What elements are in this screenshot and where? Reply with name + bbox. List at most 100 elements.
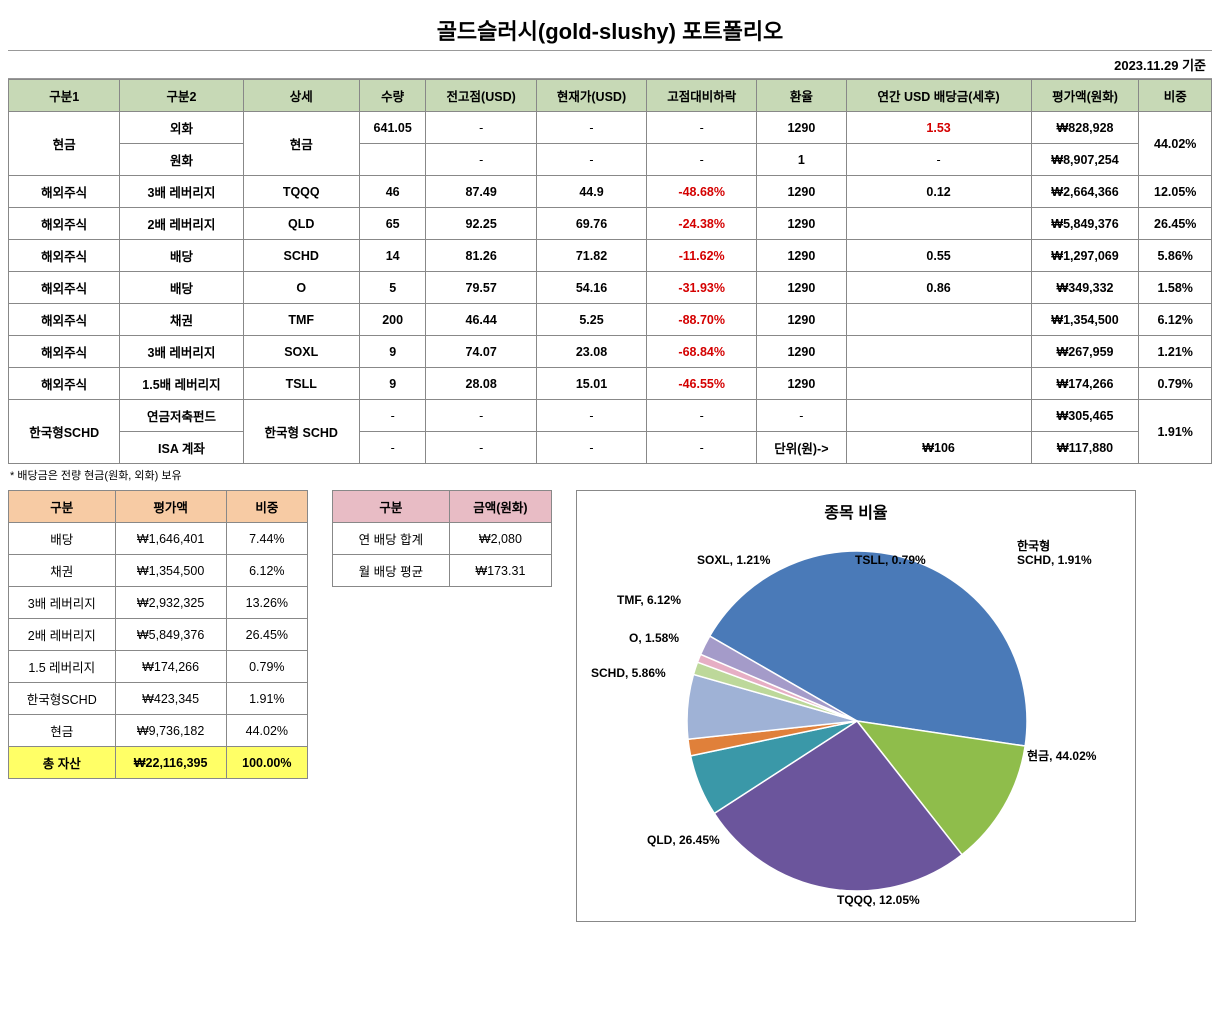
cell [846, 336, 1031, 368]
cell: -46.55% [647, 368, 757, 400]
cell: 연 배당 합계 [333, 523, 450, 555]
cell: 1290 [757, 336, 846, 368]
cell: O [243, 272, 359, 304]
col-header: 현재가(USD) [536, 80, 646, 112]
cell: QLD [243, 208, 359, 240]
cell: 14 [359, 240, 426, 272]
pie-label: SOXL, 1.21% [697, 553, 770, 567]
cell: 44.02% [226, 715, 307, 747]
cell: 1290 [757, 272, 846, 304]
cell: TQQQ [243, 176, 359, 208]
cell: 1290 [757, 304, 846, 336]
pie-label: TMF, 6.12% [617, 593, 681, 607]
col-header: 수량 [359, 80, 426, 112]
cell: - [426, 400, 536, 432]
cell [846, 400, 1031, 432]
col-header: 평가액(원화) [1031, 80, 1139, 112]
cell: 1.5배 레버리지 [120, 368, 243, 400]
cell: 54.16 [536, 272, 646, 304]
cell: -68.84% [647, 336, 757, 368]
cell: SCHD [243, 240, 359, 272]
cell: ₩8,907,254 [1031, 144, 1139, 176]
cell: 해외주식 [9, 304, 120, 336]
cell: ₩2,080 [449, 523, 551, 555]
cell: 채권 [9, 555, 116, 587]
cell [846, 208, 1031, 240]
cell: -48.68% [647, 176, 757, 208]
cell: 3배 레버리지 [9, 587, 116, 619]
cell: 641.05 [359, 112, 426, 144]
cell: 총 자산 [9, 747, 116, 779]
cell: 5 [359, 272, 426, 304]
cell: - [647, 112, 757, 144]
col-header: 구분2 [120, 80, 243, 112]
cell: TSLL [243, 368, 359, 400]
cell: - [426, 112, 536, 144]
footnote: * 배당금은 전량 현금(원화, 외화) 보유 [8, 464, 1212, 486]
cell: 원화 [120, 144, 243, 176]
col-header: 비중 [1139, 80, 1212, 112]
cell: 해외주식 [9, 272, 120, 304]
cell: 71.82 [536, 240, 646, 272]
cell: 1.53 [846, 112, 1031, 144]
cell: 현금 [243, 112, 359, 176]
cell: 6.12% [1139, 304, 1212, 336]
pie-label: QLD, 26.45% [647, 833, 720, 847]
pie-label: O, 1.58% [629, 631, 679, 645]
cell [846, 304, 1031, 336]
cell: 월 배당 평균 [333, 555, 450, 587]
cell: ₩106 [846, 432, 1031, 464]
cell: - [359, 432, 426, 464]
cell: 1290 [757, 368, 846, 400]
cell: 1.58% [1139, 272, 1212, 304]
cell: ₩1,354,500 [1031, 304, 1139, 336]
cell: ₩349,332 [1031, 272, 1139, 304]
cell: 200 [359, 304, 426, 336]
col-header: 환율 [757, 80, 846, 112]
cell: - [536, 112, 646, 144]
cell: 해외주식 [9, 176, 120, 208]
cell [359, 144, 426, 176]
cell: 0.55 [846, 240, 1031, 272]
col-header: 평가액 [115, 491, 226, 523]
cell: ₩1,354,500 [115, 555, 226, 587]
cell: ₩828,928 [1031, 112, 1139, 144]
as-of-date: 2023.11.29 기준 [8, 51, 1212, 79]
cell: ISA 계좌 [120, 432, 243, 464]
page-title: 골드슬러시(gold-slushy) 포트폴리오 [8, 8, 1212, 51]
cell: 65 [359, 208, 426, 240]
cell: ₩5,849,376 [115, 619, 226, 651]
cell: 81.26 [426, 240, 536, 272]
cell: 7.44% [226, 523, 307, 555]
cell: 44.9 [536, 176, 646, 208]
pie-chart: 종목 비율 현금, 44.02%TQQQ, 12.05%QLD, 26.45%S… [576, 490, 1136, 922]
col-header: 비중 [226, 491, 307, 523]
cell: 해외주식 [9, 240, 120, 272]
col-header: 고점대비하락 [647, 80, 757, 112]
pie-label: SCHD, 1.91% [1017, 553, 1092, 567]
cell: - [426, 432, 536, 464]
cell: ₩305,465 [1031, 400, 1139, 432]
cell: - [359, 400, 426, 432]
cell: 13.26% [226, 587, 307, 619]
pie-label: 현금, 44.02% [1027, 747, 1096, 764]
cell: -24.38% [647, 208, 757, 240]
cell: 1.91% [1139, 400, 1212, 464]
cell: 46.44 [426, 304, 536, 336]
cell: 한국형SCHD [9, 400, 120, 464]
cell: 해외주식 [9, 368, 120, 400]
cell: 1290 [757, 208, 846, 240]
cell: 28.08 [426, 368, 536, 400]
pie-label: SCHD, 5.86% [591, 666, 666, 680]
cell: ₩423,345 [115, 683, 226, 715]
cell: 배당 [9, 523, 116, 555]
cell: 3배 레버리지 [120, 176, 243, 208]
cell: 배당 [120, 240, 243, 272]
col-header: 구분1 [9, 80, 120, 112]
cell: 1.5 레버리지 [9, 651, 116, 683]
col-header: 전고점(USD) [426, 80, 536, 112]
cell: 5.25 [536, 304, 646, 336]
cell: 9 [359, 336, 426, 368]
cell: 9 [359, 368, 426, 400]
col-header: 구분 [9, 491, 116, 523]
